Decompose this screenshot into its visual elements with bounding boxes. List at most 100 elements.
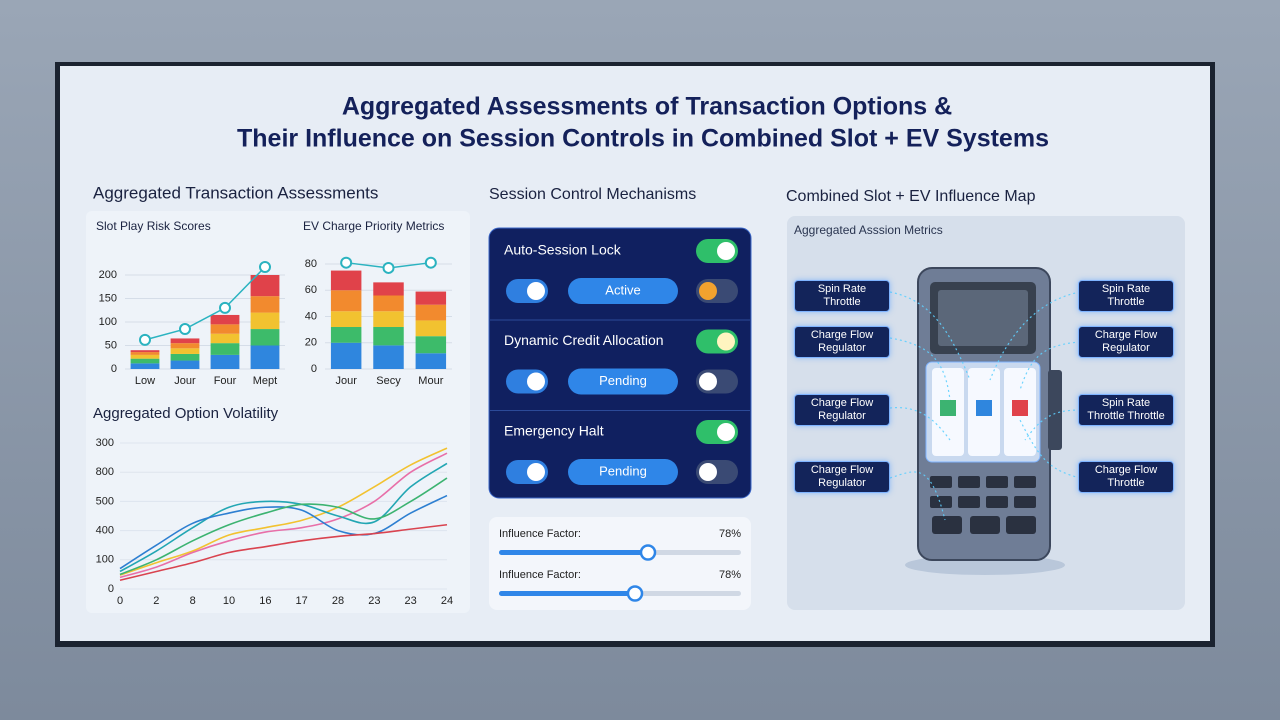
bar-segment (373, 295, 404, 312)
y-tick-label: 0 (111, 363, 117, 375)
slider-value: 78% (719, 528, 741, 540)
slider-fill (499, 591, 635, 596)
bar-segment (373, 345, 404, 369)
status-text: Pending (599, 463, 647, 478)
x-tick-label: 0 (117, 595, 123, 607)
map-label: Charge Flow Regulator (794, 461, 890, 493)
y-tick-label: 60 (305, 284, 317, 296)
x-tick-label: 24 (441, 595, 453, 607)
y-axis-label: 500 (96, 495, 114, 507)
x-tick-label: Four (214, 375, 237, 387)
x-tick-label: Jour (174, 375, 196, 387)
slider-label: Influence Factor: (499, 569, 581, 581)
y-tick-label: 0 (311, 363, 317, 375)
map-label: Spin Rate Throttle Throttle (1078, 394, 1174, 426)
bar-segment (415, 336, 447, 354)
title-line: Aggregated Assessments of Transaction Op… (342, 93, 952, 121)
slider-value: 78% (719, 569, 741, 581)
chart-title: EV Charge Priority Metrics (303, 219, 444, 233)
bar-segment (330, 342, 362, 369)
x-tick-label: 28 (332, 595, 344, 607)
bar-segment (130, 358, 160, 364)
y-tick-label: 200 (99, 269, 117, 281)
panel-title: Combined Slot + EV Influence Map (786, 188, 1036, 205)
toggle-knob (717, 423, 735, 441)
marker-point (382, 261, 395, 274)
slider-fill (499, 550, 648, 555)
bar-segment (210, 343, 240, 355)
x-tick-label: 10 (223, 595, 235, 607)
x-tick-label: Mept (253, 375, 277, 387)
y-tick-label: 40 (305, 310, 317, 322)
slider-knob[interactable] (626, 585, 644, 602)
bar-segment (170, 360, 200, 369)
status-button[interactable] (568, 459, 678, 485)
y-tick-label: 50 (105, 339, 117, 351)
x-tick-label: 17 (296, 595, 308, 607)
title-line: Their Influence on Session Controls in C… (237, 125, 1049, 153)
toggle-knob (699, 282, 717, 300)
control-card (488, 227, 752, 499)
status-button[interactable] (568, 278, 678, 304)
y-axis-label: 100 (96, 554, 114, 566)
control-label: Dynamic Credit Allocation (504, 332, 664, 348)
status-button[interactable] (568, 368, 678, 395)
x-tick-label: Jour (335, 375, 357, 387)
bar-segment (170, 343, 200, 349)
x-tick-label: Low (135, 375, 155, 387)
y-axis-label: 400 (96, 525, 114, 537)
marker-point (179, 323, 191, 336)
map-label: Charge Flow Regulator (1078, 326, 1174, 358)
bar-segment (330, 290, 362, 312)
slider-label: Influence Factor: (499, 528, 581, 540)
bar-segment (130, 354, 160, 359)
series-line (119, 523, 448, 582)
map-label: Charge Flow Throttle (1078, 461, 1174, 493)
x-tick-label: 16 (259, 595, 271, 607)
y-tick-label: 100 (99, 316, 117, 328)
x-tick-label: 2 (153, 595, 159, 607)
marker-point (259, 261, 271, 274)
bar-segment (373, 311, 404, 327)
bar-segment (210, 354, 240, 369)
toggle-knob (699, 372, 717, 391)
bar-segment (330, 270, 362, 291)
toggle-knob (527, 463, 545, 481)
map-label: Spin Rate Throttle (794, 280, 890, 312)
series-line (119, 477, 448, 576)
status-text: Pending (599, 373, 647, 388)
y-axis-label: 800 (96, 466, 114, 478)
bar-segment (210, 333, 240, 344)
bar-segment (170, 338, 200, 344)
series-line (119, 447, 448, 576)
bar-segment (415, 291, 447, 305)
marker-point (340, 256, 353, 269)
toggle-knob (527, 282, 545, 300)
x-tick-label: 8 (190, 595, 196, 607)
x-tick-label: 23 (368, 595, 380, 607)
series-line (119, 462, 448, 573)
y-tick-label: 80 (305, 258, 317, 270)
y-axis-label: 300 (96, 437, 114, 449)
map-subtitle: Aggregated Asssion Metrics (794, 223, 943, 237)
x-tick-label: Secy (376, 375, 401, 387)
bar-segment (130, 350, 160, 353)
chart-title: Slot Play Risk Scores (96, 219, 211, 233)
bar-segment (170, 348, 200, 354)
bar-segment (415, 353, 447, 369)
bar-segment (373, 282, 404, 296)
terminal-device (889, 267, 1081, 575)
bar-segment (250, 312, 280, 330)
map-label: Spin Rate Throttle (1078, 280, 1174, 312)
marker-point (219, 301, 231, 314)
marker-point (139, 333, 151, 346)
control-label: Auto-Session Lock (504, 242, 622, 258)
slider-knob[interactable] (639, 544, 657, 561)
toggle-knob (699, 463, 717, 481)
toggle-knob (527, 372, 545, 391)
bar-segment (250, 275, 280, 297)
y-tick-label: 20 (305, 337, 317, 349)
series-line (119, 452, 448, 579)
